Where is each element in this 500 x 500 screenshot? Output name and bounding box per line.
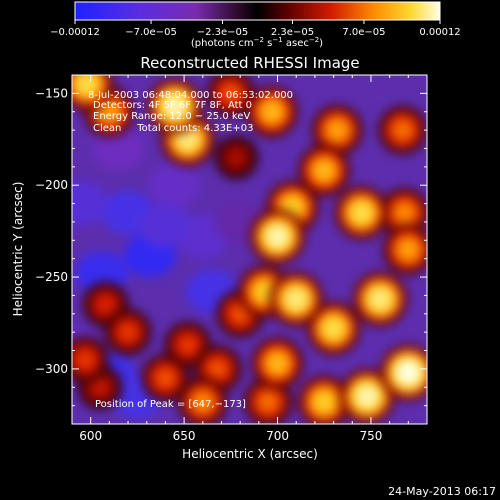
x-tick-label: 750 <box>359 429 382 443</box>
heatmap-bright-source <box>177 376 229 424</box>
colorbar-units: (photons cm−2 s−1 asec−2) <box>191 36 323 49</box>
annotation-energy: Energy Range: 12.0 − 25.0 keV <box>93 111 250 122</box>
heatmap-bright-source <box>104 308 153 357</box>
chart-title: Reconstructed RHESSI Image <box>140 54 359 72</box>
y-tick-label: −150 <box>35 86 68 100</box>
heatmap-bright-source <box>377 105 427 156</box>
heatmap-bright-source <box>311 104 364 157</box>
heatmap-bright-source <box>245 85 299 139</box>
annotation-clean: Clean Total counts: 4.33E+03 <box>93 123 253 134</box>
heatmap-bright-source <box>213 135 259 181</box>
heatmap-bright-source <box>306 300 362 356</box>
heatmap-bright-source <box>334 185 390 241</box>
heatmap-dark-source <box>72 181 108 226</box>
y-axis-label: Heliocentric Y (arcsec) <box>11 182 25 317</box>
heatmap-bright-source <box>72 335 110 384</box>
heatmap-dark-source <box>139 203 192 248</box>
heatmap-bright-source <box>379 187 427 239</box>
heatmap-bright-source <box>72 75 115 112</box>
heatmap-bright-source <box>243 376 294 424</box>
x-tick-label: 650 <box>173 429 196 443</box>
annotation-block: 8‑Jul‑2003 06:48:04.000 to 06:53:02.000 … <box>88 90 293 134</box>
heatmap-bright-source <box>382 223 427 276</box>
annotation-detectors: Detectors: 4F 5F 6F 7F 8F, Att 0 <box>93 100 252 111</box>
footer-date: 24‑May‑2013 06:17 <box>388 485 496 498</box>
y-tick-label: −200 <box>35 178 68 192</box>
heatmap-bright-source <box>297 144 351 198</box>
heatmap-dark-source <box>148 163 201 208</box>
x-axis-label: Heliocentric X (arcsec) <box>182 447 318 461</box>
heatmap-bright-source <box>297 374 352 424</box>
heatmap-area <box>72 75 427 424</box>
colorbar-ticks: −0.00012 −7.0e−05 −2.3e−05 2.3e−05 7.0e−05 0.… <box>50 20 461 38</box>
heatmap-bright-source <box>146 77 204 135</box>
colorbar-tick-label: 2.3e−05 <box>271 27 314 38</box>
y-tick-label: −300 <box>35 362 68 376</box>
x-tick-label: 600 <box>79 429 102 443</box>
heatmap-bright-source <box>268 271 325 328</box>
axes: 600 650 700 750 −150 −200 −250 −300 <box>35 74 428 443</box>
heatmap-bright-source <box>249 208 307 266</box>
colorbar-tick-label: −2.3e−05 <box>197 27 249 38</box>
annotation-time: 8‑Jul‑2003 06:48:04.000 to 06:53:02.000 <box>88 90 293 101</box>
colorbar-tick-label: 0.00012 <box>419 27 460 38</box>
x-tick-label: 700 <box>266 429 289 443</box>
heatmap-bright-source <box>251 336 305 390</box>
heatmap-bright-source <box>206 75 256 118</box>
colorbar-tick-label: −0.00012 <box>50 27 100 38</box>
colorbar <box>74 1 441 21</box>
colorbar-tick-label: −7.0e−05 <box>125 27 177 38</box>
colorbar-tick-label: 7.0e−05 <box>342 27 385 38</box>
y-tick-label: −250 <box>35 270 68 284</box>
heatmap-bright-source <box>379 343 427 402</box>
plot-frame <box>71 74 428 425</box>
heatmap-bright-source <box>352 271 409 328</box>
heatmap-bright-source <box>140 353 190 403</box>
peak-position-label: Position of Peak = [647,−173] <box>95 399 246 410</box>
